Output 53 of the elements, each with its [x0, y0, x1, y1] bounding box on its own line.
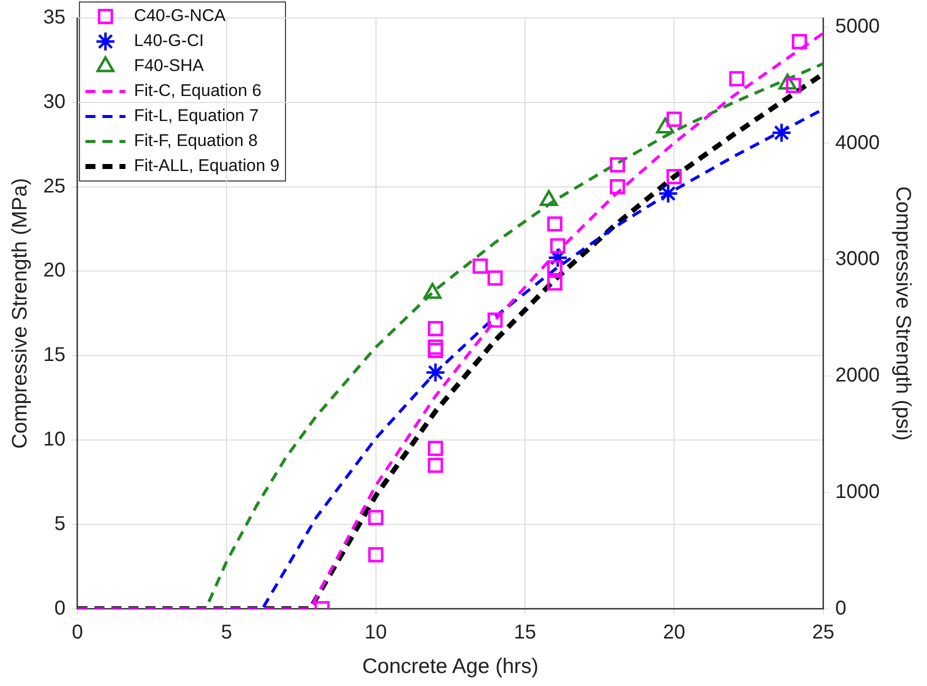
legend-label: Fit-ALL, Equation 9: [134, 156, 280, 176]
legend-label: C40-G-NCA: [134, 6, 226, 26]
x-tick-label: 15: [514, 621, 536, 644]
x-tick-label: 25: [812, 621, 834, 644]
x-axis-title: Concrete Age (hrs): [362, 655, 538, 678]
point: [428, 320, 444, 336]
y-tick-label: 35: [43, 6, 66, 29]
y-tick-label: 5: [54, 512, 66, 535]
point: [550, 238, 566, 254]
legend-label: Fit-L, Equation 7: [134, 106, 259, 126]
y-tick-label: 0: [54, 597, 66, 620]
point: [368, 547, 384, 562]
y-tick-label: 20: [43, 260, 66, 282]
point: [666, 112, 682, 127]
point: [488, 312, 503, 328]
y-tick-label: 15: [43, 344, 66, 366]
y2-tick-label: 0: [835, 597, 846, 620]
legend-label: L40-G-CI: [134, 31, 204, 50]
point: [428, 458, 444, 473]
y-tick-label: 10: [43, 428, 66, 451]
x-tick-label: 10: [364, 621, 387, 644]
point: [771, 122, 792, 144]
y2-tick-label: 3000: [835, 248, 880, 270]
point: [610, 179, 626, 194]
y2-tick-label: 2000: [835, 364, 880, 387]
point: [472, 258, 488, 274]
point: [428, 342, 444, 358]
y2-tick-label: 1000: [835, 480, 880, 503]
point: [547, 216, 562, 232]
legend-label: Fit-F, Equation 8: [134, 131, 258, 150]
y2-axis-title: Compressive Strength (psi): [892, 186, 915, 441]
point: [368, 510, 384, 526]
point: [428, 440, 444, 456]
x-tick-label: 5: [221, 621, 232, 644]
point: [610, 157, 626, 172]
point: [666, 169, 682, 184]
y-tick-label: 30: [43, 90, 66, 113]
legend-label: Fit-C, Equation 6: [134, 81, 262, 100]
point: [425, 362, 446, 383]
point: [792, 34, 808, 50]
y2-tick-label: 5000: [835, 15, 880, 38]
y-axis-title: Compressive Strength (MPa): [8, 178, 32, 449]
legend-label: F40-SHA: [134, 56, 205, 76]
point: [488, 270, 503, 286]
point: [547, 260, 562, 276]
point: [547, 275, 562, 291]
point: [658, 183, 678, 204]
y-tick-label: 25: [43, 175, 66, 198]
point: [428, 340, 444, 355]
point: [729, 71, 744, 86]
x-tick-label: 0: [72, 621, 84, 644]
x-tick-label: 20: [663, 621, 686, 644]
y2-tick-label: 4000: [835, 132, 880, 154]
